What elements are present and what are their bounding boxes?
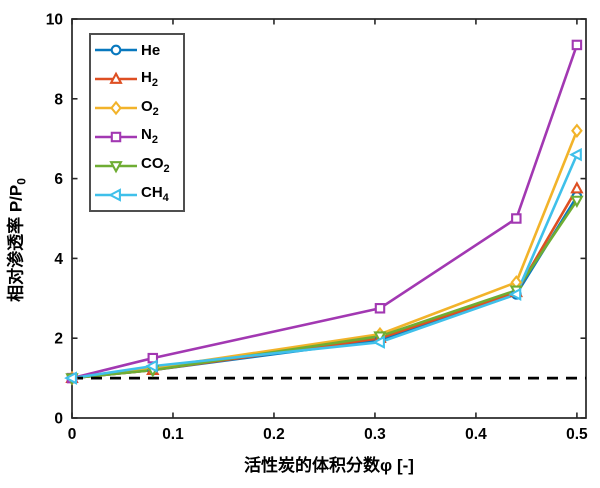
legend-item-CO2: CO2	[91, 152, 183, 179]
marker-CH4-2	[372, 335, 385, 349]
legend-label-CH4: CH4	[141, 184, 169, 205]
legend-sample-CO2	[95, 160, 137, 174]
legend-marker-O2	[110, 100, 122, 116]
marker-N2-4	[571, 39, 583, 51]
y-tick-label-6: 6	[54, 171, 63, 188]
marker-CH4-0	[64, 371, 77, 385]
legend-sample-CH4	[95, 187, 137, 202]
y-tick-label-8: 8	[54, 91, 63, 108]
legend-label-H2: H2	[141, 68, 158, 89]
legend-marker-N2	[110, 131, 122, 143]
marker-N2-2	[374, 303, 386, 314]
legend: He H2 O2 N2 CO2 CH4	[89, 33, 185, 212]
legend-sample-N2	[95, 131, 137, 143]
legend-sample-O2	[95, 100, 137, 116]
y-tick-label-4: 4	[54, 251, 63, 268]
legend-label-CO2: CO2	[141, 155, 170, 176]
legend-item-N2: N2	[91, 123, 183, 150]
y-axis-label: 相对渗透率 P/P0	[1, 178, 28, 302]
legend-sample-H2	[95, 71, 137, 85]
marker-O2-4	[571, 123, 583, 138]
legend-item-CH4: CH4	[91, 181, 183, 208]
marker-CH4-1	[144, 359, 158, 373]
legend-sample-He	[95, 45, 137, 56]
legend-marker-CH4	[108, 187, 121, 202]
legend-marker-CO2	[109, 160, 123, 174]
y-axis-label-sub: 0	[14, 178, 29, 185]
marker-CH4-4	[569, 147, 582, 162]
marker-CO2-4	[570, 195, 584, 208]
plot-border	[71, 18, 587, 419]
x-axis-label: 活性炭的体积分数φ [-]	[244, 456, 414, 475]
legend-item-He: He	[91, 37, 183, 64]
x-tick-label-0: 0	[68, 426, 77, 443]
legend-marker-He	[110, 45, 122, 56]
y-tick-label-2: 2	[54, 331, 63, 348]
x-tick-label-0.2: 0.2	[263, 426, 285, 443]
marker-N2-3	[511, 213, 522, 224]
legend-label-He: He	[141, 41, 161, 59]
marker-CH4-3	[508, 287, 522, 302]
legend-item-H2: H2	[91, 66, 183, 93]
legend-item-O2: O2	[91, 95, 183, 122]
legend-label-N2: N2	[141, 126, 158, 147]
x-tick-label-0.3: 0.3	[364, 426, 386, 443]
y-axis-label-main: 相对渗透率 P/P	[6, 184, 26, 302]
series-line-H2	[71, 187, 579, 380]
y-tick-label-10: 10	[46, 12, 63, 29]
x-tick-label-0.1: 0.1	[162, 426, 184, 443]
y-tick-label-0: 0	[54, 411, 63, 428]
marker-H2-4	[570, 181, 584, 194]
x-tick-label-0.5: 0.5	[566, 426, 588, 443]
legend-marker-H2	[109, 71, 123, 85]
x-tick-label-0.4: 0.4	[465, 426, 487, 443]
legend-label-O2: O2	[141, 97, 159, 118]
